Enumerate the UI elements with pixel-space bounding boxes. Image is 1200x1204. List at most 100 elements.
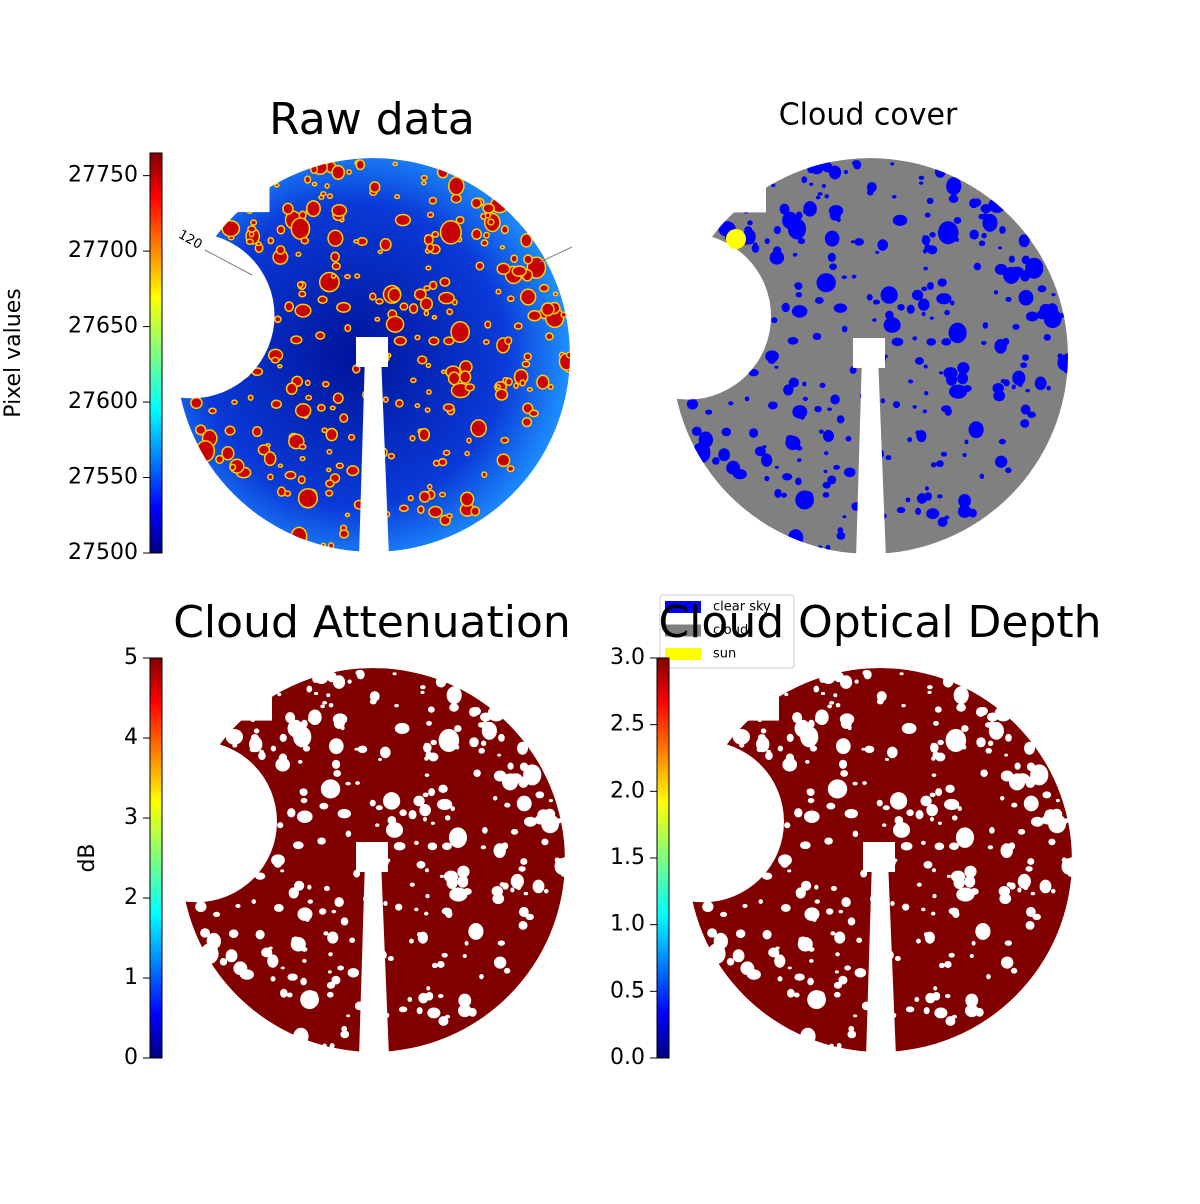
sky-blob <box>200 943 219 965</box>
sky-blob <box>768 947 780 958</box>
sky-blob <box>300 990 319 1010</box>
sky-blob <box>560 311 568 319</box>
sky-blob <box>369 691 380 702</box>
sky-blob <box>517 741 528 755</box>
sky-blob <box>745 232 751 238</box>
sky-blob <box>976 737 986 748</box>
sky-blob <box>420 180 427 186</box>
sky-blob <box>347 967 360 978</box>
sky-blob <box>248 270 259 279</box>
sky-blob <box>414 403 421 409</box>
sky-blob <box>374 316 381 322</box>
tick-label: 27600 <box>68 389 138 414</box>
sky-blob <box>844 808 859 819</box>
sky-blob <box>331 262 341 271</box>
sky-blob <box>231 399 238 405</box>
sky-blob <box>872 1013 879 1019</box>
sky-blob <box>480 845 487 850</box>
sky-blob <box>806 788 812 795</box>
sky-blob <box>506 295 515 303</box>
sky-blob <box>492 893 505 905</box>
sky-blob <box>1039 303 1052 317</box>
sky-blob <box>934 842 945 851</box>
sky-blob <box>288 887 299 899</box>
sky-blob <box>787 218 807 240</box>
sky-blob <box>487 705 505 722</box>
sky-blob <box>516 884 522 891</box>
sky-blob <box>332 675 346 689</box>
sky-blob <box>827 475 837 485</box>
sky-blob <box>722 876 732 884</box>
sky-blob <box>356 340 367 351</box>
sky-blob <box>438 291 455 305</box>
colorbar <box>149 657 163 1059</box>
sky-blob <box>768 401 778 410</box>
sky-blob <box>232 805 237 810</box>
sky-blob <box>787 966 792 970</box>
sky-blob <box>410 377 417 384</box>
tick-label: 5 <box>124 645 138 670</box>
sky-blob <box>735 929 746 938</box>
sky-blob <box>749 428 759 438</box>
sky-blob <box>334 897 344 908</box>
sky-blob <box>385 822 404 838</box>
sky-blob <box>353 239 359 244</box>
sky-blob <box>519 288 537 306</box>
sky-blob <box>349 937 356 943</box>
sky-blob <box>327 542 335 550</box>
sky-blob <box>441 907 452 915</box>
sky-blob <box>885 757 890 761</box>
sky-blob <box>834 970 839 974</box>
sky-blob <box>236 845 242 851</box>
sky-blob <box>189 307 196 315</box>
sky-blob <box>367 848 377 857</box>
sky-blob <box>673 355 687 366</box>
sky-blob <box>548 798 553 803</box>
sky-blob <box>691 426 702 436</box>
sky-blob <box>279 733 287 742</box>
sky-blob <box>300 797 308 804</box>
sky-blob <box>326 693 331 698</box>
sky-blob <box>361 532 378 548</box>
sky-blob <box>222 252 229 260</box>
sky-blob <box>835 952 840 957</box>
sky-blob <box>929 316 934 320</box>
sky-blob <box>315 331 326 340</box>
sun-marker <box>726 229 746 249</box>
sky-blob <box>234 837 239 842</box>
sky-blob <box>915 357 924 365</box>
sky-blob <box>290 335 303 345</box>
sky-blob <box>869 894 881 904</box>
sky-blob <box>408 303 419 314</box>
sky-blob <box>507 762 514 770</box>
sky-blob <box>255 929 265 940</box>
sky-blob <box>1024 741 1035 755</box>
sky-blob <box>196 845 204 852</box>
sky-blob <box>720 911 728 918</box>
sky-blob <box>948 194 959 203</box>
sky-blob <box>858 534 874 549</box>
sky-blob <box>809 745 818 752</box>
sky-blob <box>1012 324 1020 330</box>
sky-blob <box>876 691 887 702</box>
sky-blob <box>782 757 797 772</box>
colorbar-label: dB <box>75 843 100 872</box>
sky-blob <box>223 300 230 307</box>
sky-blob <box>905 1006 915 1013</box>
sky-blob <box>176 353 192 366</box>
sky-blob <box>298 759 303 764</box>
sky-blob <box>1051 292 1056 297</box>
legend-label: sun <box>713 647 736 662</box>
sky-blob <box>438 1016 449 1026</box>
sky-blob <box>277 692 282 697</box>
sky-blob <box>687 881 693 886</box>
sky-blob <box>304 175 312 184</box>
tick-label: 2.0 <box>610 778 645 803</box>
sky-blob <box>985 219 992 226</box>
sky-blob <box>1004 940 1013 946</box>
sky-blob <box>797 238 806 245</box>
sky-blob <box>395 399 404 408</box>
sky-blob <box>208 407 217 415</box>
sky-blob <box>428 788 436 797</box>
sky-blob <box>439 219 462 245</box>
